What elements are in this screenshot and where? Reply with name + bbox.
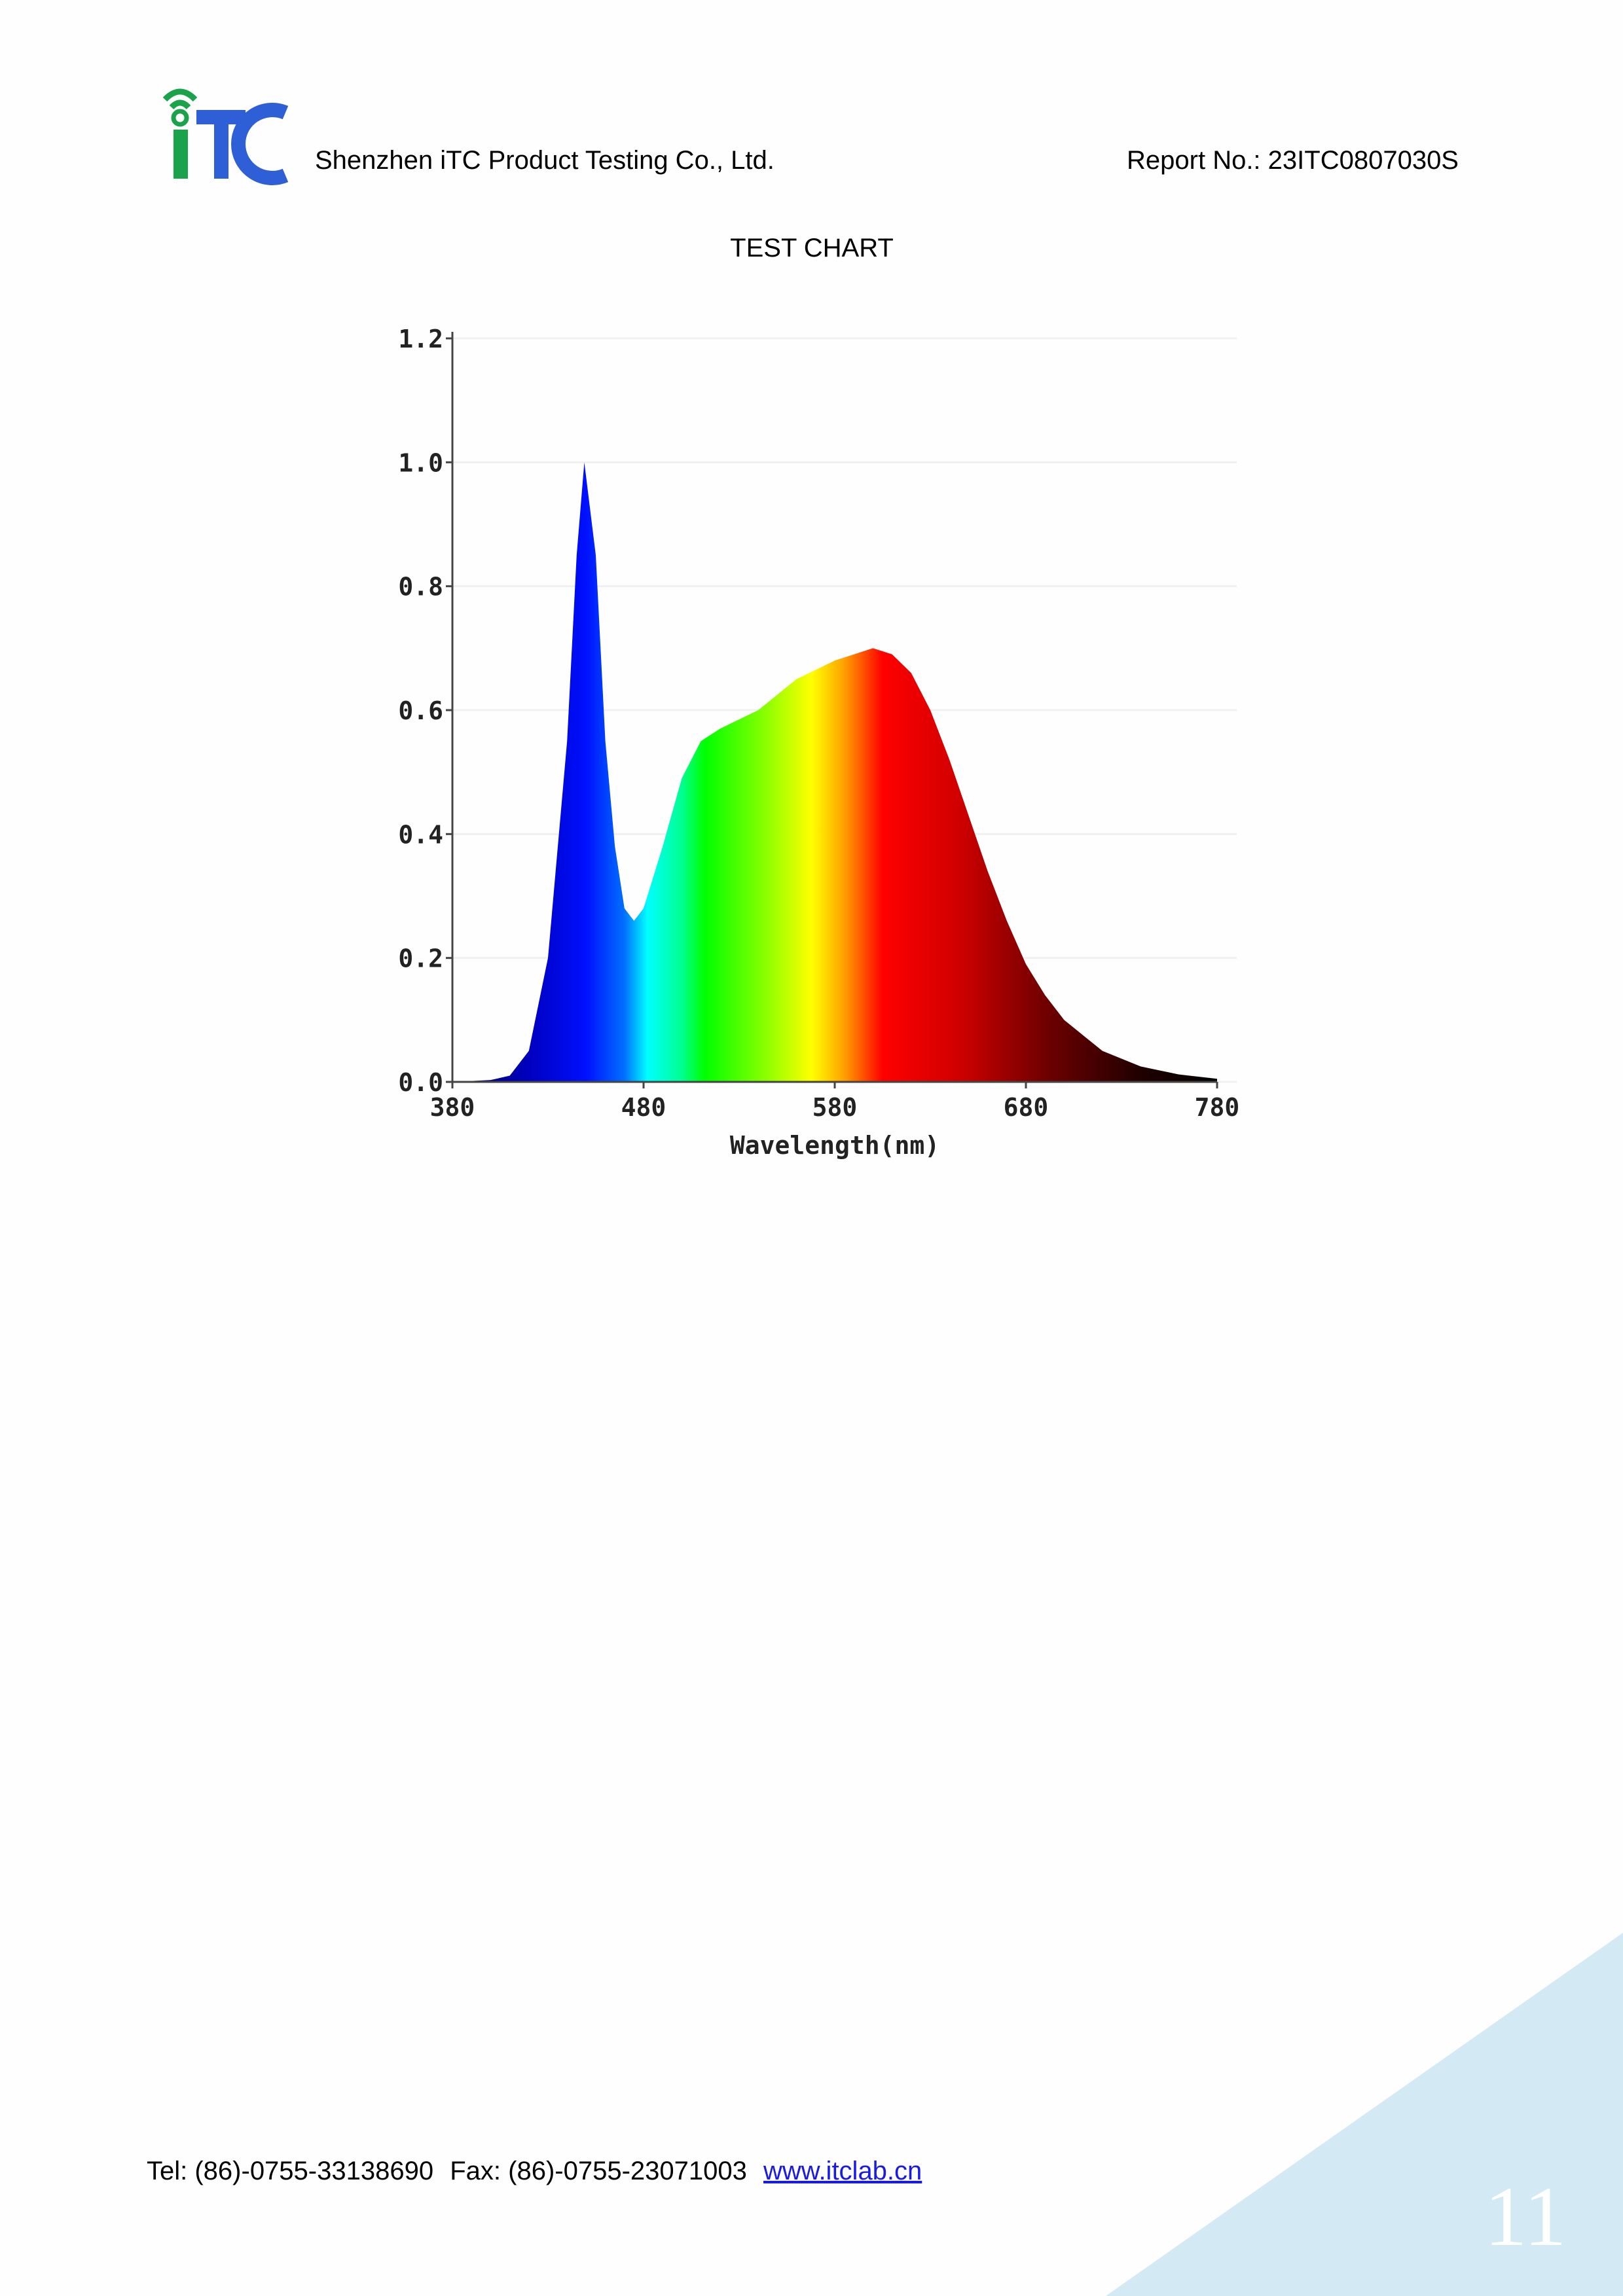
y-tick-label: 0.2: [398, 944, 443, 973]
x-tick-label: 680: [1004, 1093, 1049, 1122]
corner-decoration: [1106, 1933, 1623, 2296]
x-axis-title: Wavelength(nm): [730, 1131, 939, 1160]
y-tick-label: 1.2: [398, 325, 443, 353]
chart: 0.0 0.2 0.4 0.6 0.8 1.0 1.2 380 480 580 680 780 Wave…: [398, 325, 1239, 1160]
footer-fax: Fax: (86)-0755-23071003: [450, 2157, 747, 2185]
logo: [162, 88, 289, 185]
y-tick-label: 0.8: [398, 573, 443, 601]
footer-contact: Tel: (86)-0755-33138690 Fax: (86)-0755-2…: [147, 2157, 922, 2185]
x-tick-label: 580: [812, 1093, 858, 1122]
footer-tel: Tel: (86)-0755-33138690: [147, 2157, 433, 2185]
y-tick-label: 0.0: [398, 1068, 443, 1097]
spectrum-area: [452, 462, 1217, 1082]
x-tick-label: 480: [621, 1093, 666, 1122]
y-tick-label: 0.6: [398, 696, 443, 725]
x-tick-label: 780: [1195, 1093, 1240, 1122]
y-tick-label: 0.4: [398, 820, 443, 849]
report-number: Report No.: 23ITC0807030S: [1127, 146, 1459, 175]
footer-website[interactable]: www.itclab.cn: [763, 2157, 922, 2185]
x-tick-label: 380: [430, 1093, 475, 1122]
y-tick-label: 1.0: [398, 448, 443, 477]
section-title: TEST CHART: [730, 234, 894, 262]
company-name: Shenzhen iTC Product Testing Co., Ltd.: [315, 146, 775, 175]
page-number: 11: [1484, 2170, 1566, 2264]
